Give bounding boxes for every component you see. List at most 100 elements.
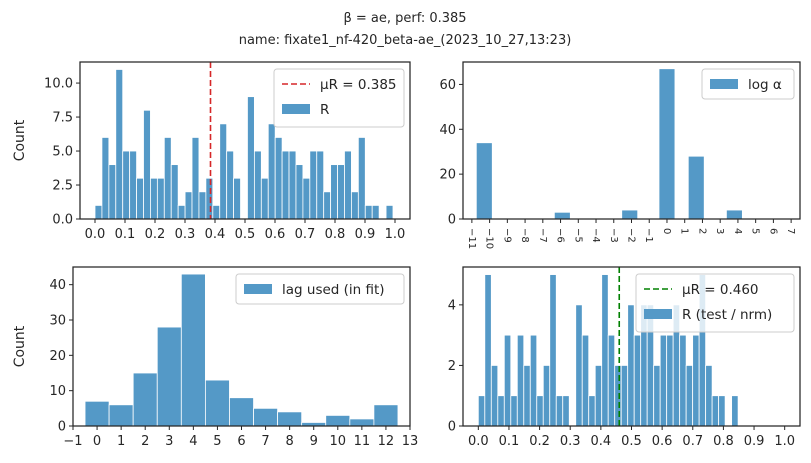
- legend-swatch-patch: [244, 284, 272, 294]
- x-tick-label: 3: [714, 228, 725, 234]
- histogram-bar: [601, 274, 609, 427]
- x-tick-label: −1: [63, 434, 82, 449]
- histogram-bar: [659, 334, 668, 427]
- x-tick-label: 0.4: [205, 227, 226, 242]
- x-tick-label: 0.8: [325, 227, 346, 242]
- legend-swatch-patch: [644, 309, 672, 319]
- y-tick-label: 7.5: [52, 111, 73, 126]
- x-tick-label: 2: [696, 228, 707, 234]
- legend: μR = 0.385 R: [273, 68, 405, 128]
- x-tick-label: −7: [537, 228, 548, 243]
- x-tick-label: 0.1: [115, 227, 136, 242]
- histogram-bar: [94, 205, 103, 220]
- histogram-bar: [484, 274, 492, 427]
- x-tick-label: 1.0: [774, 434, 795, 449]
- histogram-bar: [84, 400, 110, 427]
- bars: [475, 68, 743, 220]
- histogram-bar: [323, 191, 332, 220]
- legend-entry-label: R (test / nrm): [682, 307, 772, 323]
- figure-title-line2: name: fixate1_nf-420_beta-ae_(2023_10_27…: [239, 33, 572, 48]
- histogram-bar: [477, 395, 486, 427]
- histogram-bar: [156, 177, 165, 220]
- y-tick-label: 0: [58, 420, 66, 435]
- histogram-bar: [122, 150, 131, 220]
- x-tick-label: 0.1: [499, 434, 520, 449]
- x-tick-label: 0.7: [295, 227, 316, 242]
- histogram-bar: [150, 177, 158, 220]
- histogram-bar: [588, 395, 596, 427]
- bars: [94, 69, 394, 220]
- histogram-bar: [692, 334, 700, 427]
- histogram-bar: [253, 150, 262, 220]
- histogram-bar: [621, 209, 639, 220]
- histogram-bar: [529, 334, 538, 427]
- histogram-bar: [229, 397, 254, 427]
- x-tick-label: 9: [310, 434, 318, 449]
- histogram-bar: [718, 395, 726, 427]
- histogram-bar: [170, 164, 179, 220]
- x-tick-label: 0.0: [468, 434, 489, 449]
- histogram-bar: [581, 334, 590, 427]
- y-tick-label: 5.0: [52, 145, 73, 160]
- x-tick-label: −6: [555, 228, 566, 243]
- x-tick-label: 0.3: [560, 434, 581, 449]
- histogram-bar: [288, 150, 297, 220]
- y-tick-label: 20: [49, 349, 66, 364]
- histogram-bar: [295, 164, 304, 220]
- histogram-bar: [156, 326, 182, 427]
- panel-r-histogram: 0.0 0.1 0.2 0.3 0.4 0.5 0.6 0.7 0.8 0.9 1.0 0.0 2.5 5…: [12, 61, 411, 242]
- x-tick-label: 0.2: [529, 434, 550, 449]
- histogram-bar: [212, 205, 221, 220]
- x-tick-label: 0: [661, 228, 672, 234]
- histogram-bar: [357, 137, 366, 220]
- histogram-bar: [205, 177, 214, 220]
- legend-entry-label: lag used (in fit): [282, 282, 385, 298]
- legend-frame: [235, 273, 405, 305]
- histogram-bar: [108, 164, 117, 220]
- histogram-bar: [523, 365, 531, 427]
- histogram-bar: [731, 395, 739, 427]
- y-tick-label: 0: [448, 213, 456, 228]
- x-tick-label: 5: [750, 228, 761, 234]
- x-tick-label: 0.3: [175, 227, 196, 242]
- x-tick-label: 1: [117, 434, 125, 449]
- histogram-bar: [549, 274, 557, 427]
- x-tick-label: −4: [590, 228, 601, 243]
- histogram-bar: [274, 137, 283, 220]
- x-tick-label: 10: [330, 434, 347, 449]
- histogram-bar: [309, 150, 318, 220]
- figure-title-line1: β = ae, perf: 0.385: [343, 11, 466, 26]
- legend-entry-label: R: [320, 102, 329, 118]
- x-tick-label: 11: [354, 434, 371, 449]
- y-axis-label: Count: [12, 119, 28, 161]
- x-tick-label: 6: [237, 434, 245, 449]
- y-tick-label: 2.5: [52, 179, 73, 194]
- histogram-bar: [711, 395, 720, 427]
- y-tick-label: 40: [49, 278, 66, 293]
- histogram-bar: [385, 205, 394, 220]
- x-tick-label: 8: [286, 434, 294, 449]
- x-tick-label: 5: [213, 434, 221, 449]
- histogram-bar: [108, 404, 134, 427]
- x-tick-label: −9: [501, 228, 512, 243]
- legend-swatch-patch: [282, 104, 310, 114]
- histogram-bar: [226, 150, 234, 220]
- x-tick-label: 7: [785, 228, 796, 234]
- histogram-bar: [653, 365, 661, 427]
- panel-r-test-histogram: 0.0 0.1 0.2 0.3 0.4 0.5 0.6 0.7 0.8 0.9 1.0 0 2 4 μR =…: [448, 266, 801, 449]
- legend-entry-label: μR = 0.385: [320, 77, 397, 93]
- histogram-bar: [198, 191, 207, 220]
- legend-entry-label: log α: [748, 77, 782, 93]
- histogram-bar: [204, 379, 230, 427]
- x-tick-label: −10: [484, 228, 495, 249]
- x-tick-label: 13: [402, 434, 419, 449]
- histogram-bar: [115, 69, 124, 220]
- histogram-bar: [184, 191, 193, 220]
- histogram-bar: [337, 164, 345, 220]
- x-tick-label: 0.5: [235, 227, 256, 242]
- x-tick-label: −1: [643, 228, 654, 243]
- histogram-bar: [371, 205, 380, 220]
- y-tick-label: 40: [439, 123, 456, 138]
- x-tick-label: −8: [519, 228, 530, 243]
